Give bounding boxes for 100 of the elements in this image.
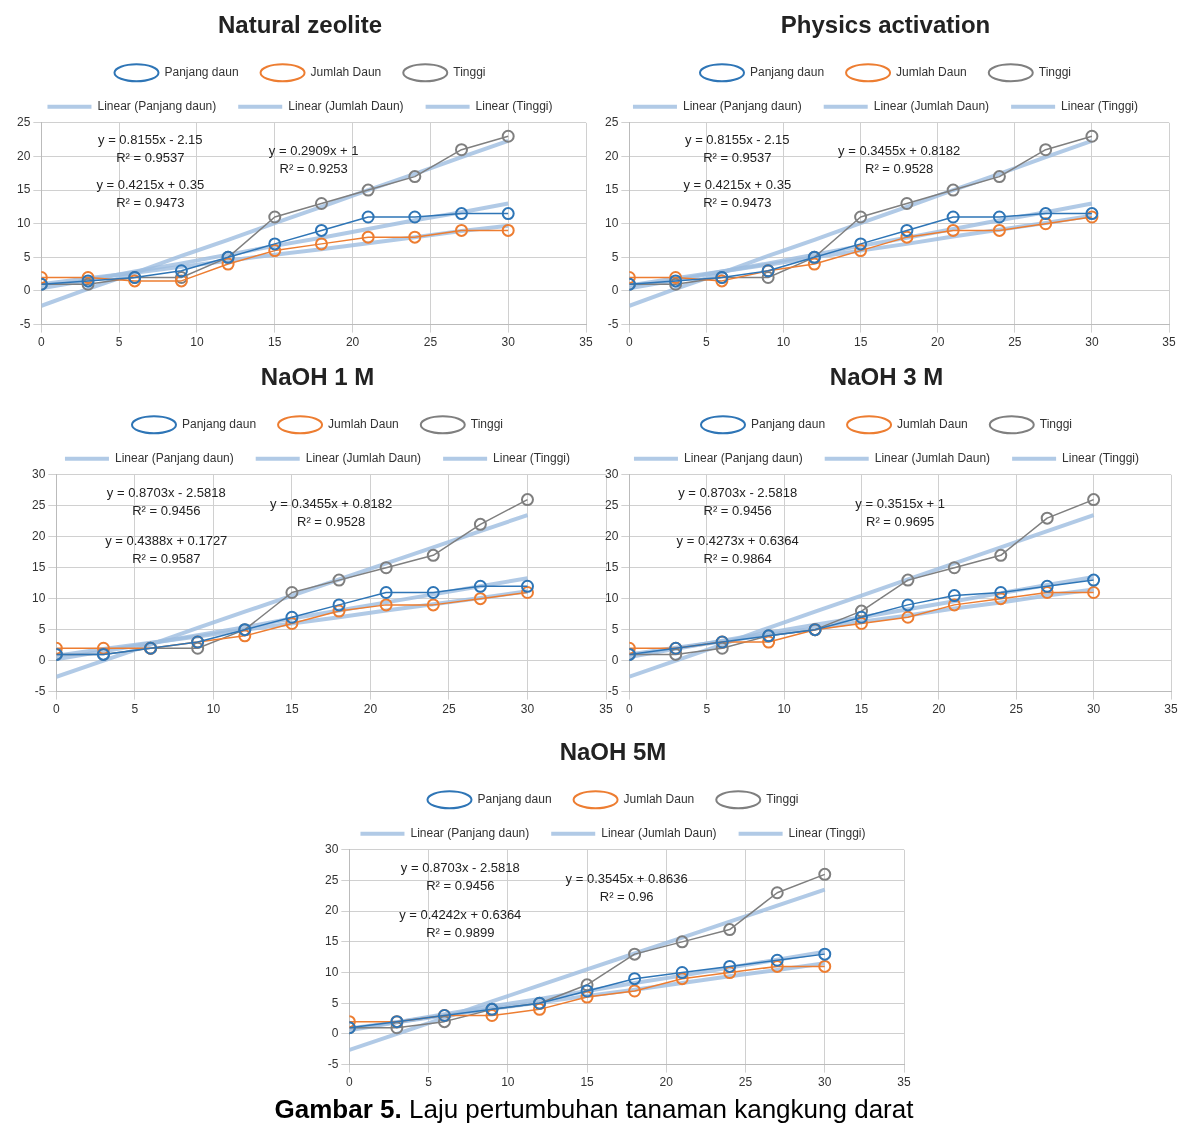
y-tick-label: 10 <box>31 591 46 605</box>
x-tick-label: 35 <box>897 1075 911 1090</box>
chart-title: Physics activation <box>780 11 991 39</box>
legend-label: Linear (Panjang daun) <box>114 451 234 466</box>
y-tick-label: -5 <box>327 1056 339 1071</box>
x-tick-label: 15 <box>268 335 282 350</box>
y-tick-label: 25 <box>604 498 619 513</box>
legend-label: Jumlah Daun <box>328 417 399 432</box>
annotation: R² = 0.9695 <box>866 514 935 530</box>
annotation: y = 0.4273x + 0.6364 <box>676 532 799 548</box>
x-tick-label: 0 <box>346 1075 353 1090</box>
annotation: y = 0.4215x + 0.35 <box>96 176 205 192</box>
annotation: R² = 0.96 <box>599 888 654 904</box>
annotation: y = 0.8703x - 2.5818 <box>106 485 226 501</box>
annotation: R² = 0.9528 <box>297 514 366 530</box>
x-tick-label: 25 <box>738 1075 753 1090</box>
y-tick-label: -5 <box>19 316 31 331</box>
x-tick-label: 35 <box>579 335 593 350</box>
legend-label: Linear (Tinggi) <box>1062 451 1140 466</box>
annotation: y = 0.3455x + 0.8182 <box>270 496 393 512</box>
legend-label: Tinggi <box>766 792 799 807</box>
y-tick-label: 20 <box>324 903 339 918</box>
annotation: R² = 0.9473 <box>703 194 772 210</box>
y-tick-label: 0 <box>38 652 46 667</box>
y-tick-label: 5 <box>23 249 31 264</box>
x-tick-label: 0 <box>53 702 60 717</box>
annotation: y = 0.3515x + 1 <box>855 496 945 512</box>
y-tick-label: 20 <box>604 148 619 163</box>
annotation: R² = 0.9456 <box>426 878 495 894</box>
x-tick-label: 10 <box>501 1075 515 1090</box>
chart-title: NaOH 3 M <box>829 363 944 391</box>
y-tick-label: 15 <box>31 560 46 575</box>
legend-label: Linear (Tinggi) <box>475 99 553 114</box>
x-tick-label: 15 <box>854 702 869 717</box>
legend-label: Tinggi <box>470 417 504 432</box>
y-tick-label: 15 <box>604 182 619 197</box>
x-tick-label: 20 <box>932 702 946 717</box>
legend-label: Tinggi <box>1039 417 1073 432</box>
legend-label: Tinggi <box>453 65 486 80</box>
legend-label: Linear (Panjang daun) <box>410 826 530 841</box>
annotation: y = 0.2909x + 1 <box>268 142 359 158</box>
annotation: R² = 0.9456 <box>703 503 772 519</box>
y-tick-label: 25 <box>324 872 339 887</box>
y-tick-label: 5 <box>331 995 339 1010</box>
annotation: R² = 0.9899 <box>426 925 495 941</box>
y-tick-label: 15 <box>604 560 619 575</box>
x-tick-label: 35 <box>1162 335 1176 350</box>
annotation: y = 0.4388x + 0.1727 <box>105 532 228 548</box>
chart-title: NaOH 5M <box>559 738 667 766</box>
legend-label: Jumlah Daun <box>897 417 968 432</box>
legend-label: Linear (Tinggi) <box>493 451 571 466</box>
annotation: y = 0.3545x + 0.8636 <box>565 870 688 886</box>
y-tick-label: 5 <box>611 621 619 636</box>
x-tick-label: 30 <box>1086 702 1101 717</box>
x-tick-label: 10 <box>206 702 221 717</box>
annotation: R² = 0.9587 <box>132 550 201 566</box>
x-tick-label: 5 <box>703 702 711 717</box>
legend-label: Linear (Tinggi) <box>1061 99 1139 114</box>
y-tick-label: 20 <box>604 529 619 544</box>
x-tick-label: 20 <box>659 1075 674 1090</box>
x-tick-label: 35 <box>1164 702 1178 717</box>
legend-label: Linear (Tinggi) <box>788 826 866 841</box>
x-tick-label: 5 <box>425 1075 433 1090</box>
annotation: y = 0.8155x - 2.15 <box>685 132 790 148</box>
annotation: R² = 0.9456 <box>132 503 201 519</box>
legend-label: Panjang daun <box>750 417 826 432</box>
y-tick-label: 30 <box>31 467 46 482</box>
y-tick-label: 10 <box>16 216 31 231</box>
chart-title: Natural zeolite <box>217 11 383 39</box>
x-tick-label: 25 <box>1009 702 1024 717</box>
legend-label: Panjang daun <box>181 417 257 432</box>
legend-label: Linear (Jumlah Daun) <box>873 99 990 114</box>
y-tick-label: 0 <box>23 283 31 298</box>
x-tick-label: 35 <box>599 702 613 717</box>
y-tick-label: 25 <box>604 115 619 130</box>
y-tick-label: 15 <box>324 934 339 949</box>
x-tick-label: 10 <box>777 702 792 717</box>
y-tick-label: 0 <box>611 652 619 667</box>
y-tick-label: 0 <box>331 1026 339 1041</box>
x-tick-label: 15 <box>853 335 868 350</box>
x-tick-label: 30 <box>501 335 516 350</box>
x-tick-label: 5 <box>703 335 711 350</box>
x-tick-label: 20 <box>345 335 360 350</box>
y-tick-label: 10 <box>604 591 619 605</box>
legend-label: Linear (Jumlah Daun) <box>601 826 717 841</box>
x-tick-label: 0 <box>626 702 633 717</box>
legend-label: Linear (Jumlah Daun) <box>305 451 422 466</box>
legend-label: Tinggi <box>1038 65 1072 80</box>
annotation: y = 0.3455x + 0.8182 <box>838 142 961 158</box>
legend-label: Linear (Panjang daun) <box>97 99 217 114</box>
annotation: R² = 0.9528 <box>865 160 934 176</box>
y-tick-label: 10 <box>604 216 619 231</box>
legend-label: Jumlah Daun <box>310 65 382 80</box>
x-tick-label: 25 <box>423 335 438 350</box>
y-tick-label: 10 <box>324 964 339 979</box>
legend-label: Jumlah Daun <box>896 65 967 80</box>
x-tick-label: 5 <box>115 335 123 350</box>
annotation: R² = 0.9253 <box>279 160 348 176</box>
x-tick-label: 0 <box>626 335 633 350</box>
x-tick-label: 25 <box>1008 335 1022 350</box>
